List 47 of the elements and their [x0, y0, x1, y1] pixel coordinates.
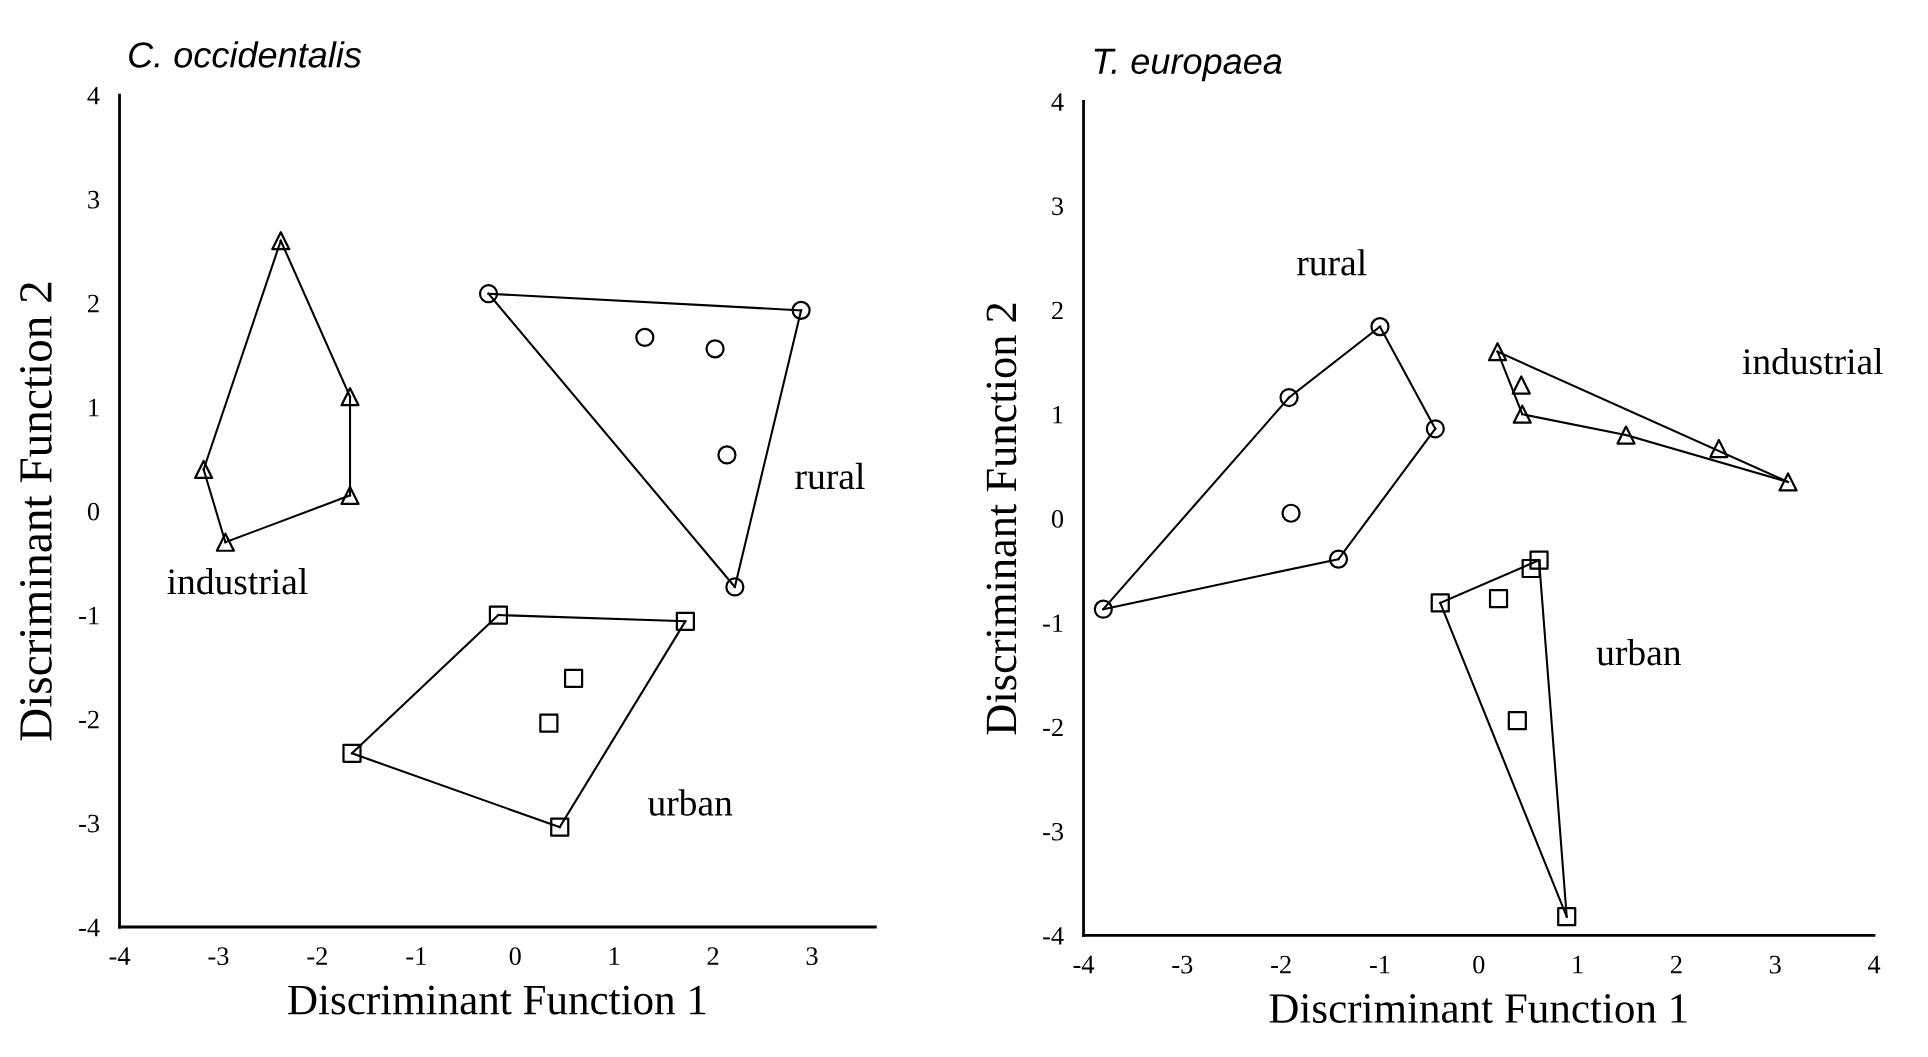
- y-tick-label: 4: [87, 86, 100, 105]
- y-tick-label: 3: [1052, 197, 1064, 216]
- x-tick-label: 3: [806, 947, 818, 965]
- y-tick-label: -3: [1043, 822, 1064, 841]
- x-axis-title: Discriminant Function 1: [1269, 994, 1687, 1024]
- annotation: urban: [1596, 639, 1681, 666]
- y-tick-label: -3: [79, 814, 100, 833]
- y-tick-label: 2: [1052, 301, 1063, 320]
- x-tick-label: 4: [1867, 955, 1881, 974]
- x-tick-label: 0: [509, 947, 521, 965]
- x-tick-label: 0: [1473, 955, 1485, 974]
- x-tick-label: 1: [609, 947, 620, 965]
- chart-title: T. europaea: [1094, 48, 1282, 82]
- y-tick-label: -4: [79, 918, 100, 937]
- x-tick-label: -2: [307, 947, 327, 965]
- x-tick-label: -2: [1271, 955, 1291, 974]
- y-tick-label: -1: [79, 606, 99, 625]
- y-tick-label: 2: [88, 294, 99, 313]
- y-tick-label: 3: [88, 190, 100, 209]
- annotation: rural: [1297, 249, 1367, 276]
- x-tick-label: 3: [1769, 955, 1781, 974]
- y-axis-title: Discriminant Function 2: [986, 303, 1017, 735]
- y-tick-label: 4: [1051, 93, 1064, 111]
- y-tick-label: 0: [1051, 510, 1064, 528]
- x-tick-label: -4: [1073, 955, 1095, 974]
- x-tick-label: -3: [1172, 955, 1193, 974]
- x-tick-label: -4: [109, 947, 131, 965]
- y-tick-label: -1: [1043, 614, 1063, 632]
- chart-title: C. occidentalis: [129, 41, 362, 68]
- y-tick-label: 0: [87, 502, 100, 521]
- x-tick-label: 1: [1573, 955, 1583, 974]
- x-tick-label: -1: [406, 947, 426, 965]
- y-axis-title: Discriminant Function 2: [20, 282, 52, 741]
- x-tick-label: -3: [208, 947, 229, 965]
- x-tick-label: 2: [707, 947, 719, 965]
- annotation: rural: [795, 462, 865, 490]
- x-tick-label: -1: [1369, 955, 1390, 974]
- y-tick-label: -2: [79, 710, 99, 729]
- annotation: industrial: [1742, 348, 1883, 375]
- y-tick-label: -2: [1043, 718, 1063, 737]
- annotation: industrial: [167, 568, 308, 595]
- y-tick-label: -4: [1043, 927, 1064, 945]
- x-axis-title: Discriminant Function 1: [288, 985, 706, 1015]
- y-tick-label: 1: [89, 398, 99, 417]
- y-tick-label: 1: [1053, 405, 1063, 424]
- annotation: urban: [647, 789, 733, 816]
- x-tick-label: 2: [1670, 955, 1682, 974]
